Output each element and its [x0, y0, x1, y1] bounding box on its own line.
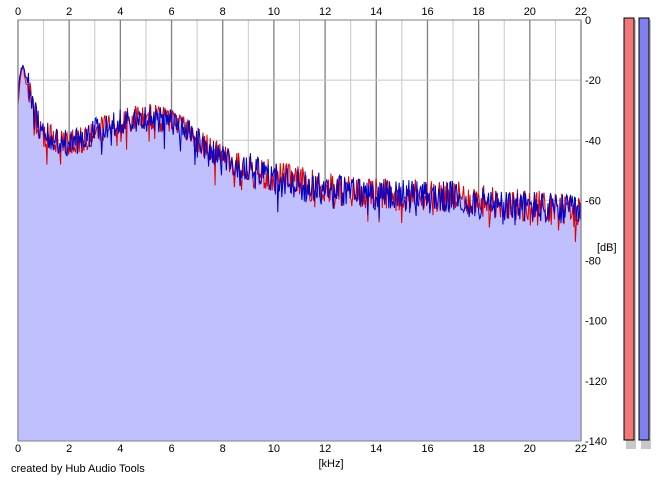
- x-tick-bottom-8: 8: [220, 443, 226, 455]
- x-tick-bottom-12: 12: [319, 443, 331, 455]
- x-tick-top-4: 4: [117, 6, 123, 18]
- y-tick--140: -140: [585, 436, 607, 448]
- meter-bar-right: [638, 17, 650, 441]
- x-tick-top-8: 8: [220, 6, 226, 18]
- x-tick-bottom-6: 6: [168, 443, 174, 455]
- spectrum-fill-layer: [18, 65, 581, 441]
- x-ticks-top: 0 2 4 6 8 10 12 14 16 18 20 22: [15, 6, 587, 18]
- x-tick-top-12: 12: [319, 6, 331, 18]
- x-tick-top-6: 6: [168, 6, 174, 18]
- level-meters: [623, 17, 651, 449]
- y-tick-0: 0: [585, 15, 591, 27]
- x-tick-bottom-20: 20: [524, 443, 536, 455]
- x-tick-top-14: 14: [370, 6, 382, 18]
- y-ticks: 0 -20 -40 -60 -80 -100 -120 -140: [585, 15, 607, 448]
- y-tick--20: -20: [585, 75, 601, 87]
- spectrum-fill: [18, 65, 581, 441]
- x-tick-top-16: 16: [421, 6, 433, 18]
- x-axis-label: [kHz]: [318, 458, 343, 470]
- x-tick-top-2: 2: [66, 6, 72, 18]
- x-tick-bottom-16: 16: [421, 443, 433, 455]
- plot-frame: [17, 19, 582, 442]
- series-line-right: [17, 64, 582, 226]
- meter-bar-left: [623, 17, 635, 441]
- y-tick--80: -80: [585, 256, 601, 268]
- x-tick-top-22: 22: [575, 6, 587, 18]
- x-tick-bottom-2: 2: [66, 443, 72, 455]
- x-tick-bottom-0: 0: [15, 443, 21, 455]
- x-ticks-bottom: 0 2 4 6 8 10 12 14 16 18 20 22: [15, 443, 587, 455]
- x-tick-bottom-4: 4: [117, 443, 123, 455]
- y-tick--120: -120: [585, 376, 607, 388]
- x-tick-top-10: 10: [268, 6, 280, 18]
- x-tick-top-0: 0: [15, 6, 21, 18]
- y-tick--40: -40: [585, 135, 601, 147]
- y-tick--60: -60: [585, 195, 601, 207]
- plot-border: [17, 19, 582, 442]
- x-tick-bottom-22: 22: [575, 443, 587, 455]
- x-tick-bottom-14: 14: [370, 443, 382, 455]
- x-tick-top-20: 20: [524, 6, 536, 18]
- y-tick--100: -100: [585, 316, 607, 328]
- series-layer: [17, 64, 582, 242]
- x-tick-bottom-10: 10: [268, 443, 280, 455]
- x-tick-bottom-18: 18: [473, 443, 485, 455]
- x-tick-top-18: 18: [473, 6, 485, 18]
- credit-text: created by Hub Audio Tools: [11, 463, 145, 475]
- y-axis-label: [dB]: [597, 242, 617, 254]
